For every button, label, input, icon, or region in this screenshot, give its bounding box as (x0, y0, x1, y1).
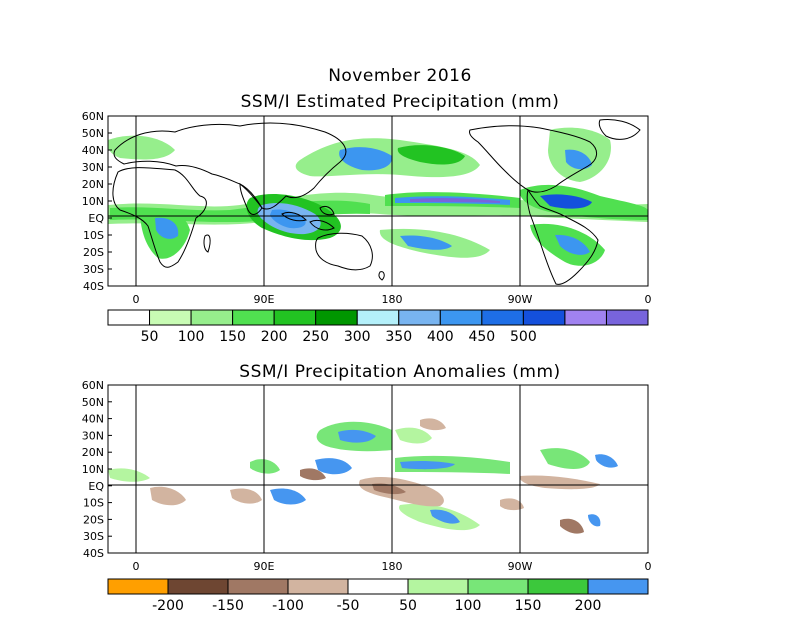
precip-lat-label: 60N (82, 110, 104, 123)
anomaly-colorbar-swatch (587, 578, 649, 595)
anomaly-lon-labels: 0 90E 180 90W 0 (133, 560, 652, 573)
anomaly-lat-label: 40N (82, 413, 104, 426)
precip-lat-label: 10N (82, 195, 104, 208)
precip-colorbar-label: 400 (427, 329, 454, 345)
precip-colorbar-swatch (190, 309, 234, 326)
anomaly-colorbar (107, 578, 649, 595)
anomaly-colorbar-swatch (347, 578, 409, 595)
precip-colorbar-swatch (522, 309, 566, 326)
anomaly-colorbar-label: -150 (212, 598, 244, 614)
precip-colorbar-swatch (273, 309, 317, 326)
precip-colorbar-label: 200 (261, 329, 288, 345)
anomaly-colorbar-label: -200 (152, 598, 184, 614)
precip-colorbar-swatch (564, 309, 607, 326)
precip-colorbar-swatch (315, 309, 358, 326)
precip-colorbar-swatch (605, 309, 649, 326)
precip-colorbar (107, 309, 649, 326)
anomaly-colorbar-label: 150 (515, 598, 542, 614)
anomaly-lon-label: 90E (254, 560, 275, 573)
anomaly-lat-label: 40S (83, 547, 104, 560)
anomaly-colorbar-label: 100 (455, 598, 482, 614)
precip-lon-label: 0 (133, 293, 140, 306)
anomaly-lat-label: EQ (88, 480, 104, 493)
anomaly-colorbar-swatch (527, 578, 589, 595)
anomaly-lat-label: 60N (82, 379, 104, 392)
precip-colorbar-labels: 50 100 150 200 250 300 350 400 450 500 (141, 329, 537, 345)
precip-colorbar-swatch (356, 309, 400, 326)
anomaly-lat-label: 30N (82, 429, 104, 442)
anomaly-lat-label: 10S (83, 497, 104, 510)
precip-lat-label: EQ (88, 212, 104, 225)
precip-colorbar-swatch (398, 309, 441, 326)
precip-lat-label: 50N (82, 127, 104, 140)
precip-lat-label: 20S (83, 246, 104, 259)
precip-map: 60N 50N 40N 30N 20N 10N EQ 10S 20S 30S 40S 0 90E 180… (82, 110, 652, 306)
anomaly-colorbar-swatch (227, 578, 289, 595)
precip-colorbar-label: 250 (302, 329, 329, 345)
precip-lon-labels: 0 90E 180 90W 0 (133, 293, 652, 306)
precip-lon-label: 0 (645, 293, 652, 306)
anomaly-colorbar-swatch (287, 578, 349, 595)
precip-lon-label: 90W (508, 293, 533, 306)
anomaly-lat-label: 20N (82, 446, 104, 459)
precip-colorbar-label: 500 (510, 329, 537, 345)
anomaly-colorbar-label: -50 (337, 598, 360, 614)
precip-colorbar-label: 300 (344, 329, 371, 345)
precip-lat-label: 40S (83, 280, 104, 293)
precip-lat-label: 30N (82, 161, 104, 174)
precip-map-title: SSM/I Estimated Precipitation (mm) (240, 92, 560, 112)
precip-lon-label: 180 (382, 293, 403, 306)
precip-fields (108, 127, 648, 266)
precip-lat-label: 40N (82, 144, 104, 157)
anomaly-lat-label: 30S (83, 530, 104, 543)
anomaly-lon-label: 90W (508, 560, 533, 573)
precip-colorbar-label: 100 (178, 329, 205, 345)
precip-lat-label: 20N (82, 178, 104, 191)
anomaly-colorbar-swatch (467, 578, 529, 595)
figure-title: November 2016 (328, 66, 472, 86)
precip-lat-label: 10S (83, 229, 104, 242)
anomaly-colorbar-labels: -200 -150 -100 -50 50 100 150 200 (152, 598, 601, 614)
precip-coastlines (112, 119, 641, 285)
anomaly-lat-label: 10N (82, 463, 104, 476)
anomaly-map: 60N 50N 40N 30N 20N 10N EQ 10S 20S 30S 40S 0 90E 180… (82, 379, 652, 573)
anomaly-lat-label: 50N (82, 396, 104, 409)
anomaly-colorbar-swatch (407, 578, 469, 595)
anomaly-colorbar-swatch (167, 578, 229, 595)
precip-colorbar-swatch (232, 309, 275, 326)
precip-colorbar-swatch (439, 309, 483, 326)
anomaly-colorbar-swatch (107, 578, 169, 595)
precip-lon-label: 90E (254, 293, 275, 306)
precip-colorbar-label: 50 (141, 329, 159, 345)
anomaly-colorbar-label: 50 (399, 598, 417, 614)
anomaly-fields (108, 418, 618, 534)
anomaly-lon-label: 180 (382, 560, 403, 573)
precip-colorbar-swatch (107, 309, 151, 326)
precip-colorbar-swatch (149, 309, 192, 326)
anomaly-lat-labels: 60N 50N 40N 30N 20N 10N EQ 10S 20S 30S 40S (82, 379, 112, 560)
anomaly-lat-label: 20S (83, 513, 104, 526)
anomaly-lon-label: 0 (645, 560, 652, 573)
precip-colorbar-swatch (481, 309, 524, 326)
precip-lat-label: 30S (83, 263, 104, 276)
anomaly-map-background (108, 385, 648, 553)
anomaly-lon-label: 0 (133, 560, 140, 573)
anomaly-colorbar-label: 200 (575, 598, 602, 614)
precip-colorbar-label: 350 (385, 329, 412, 345)
anomaly-colorbar-label: -100 (272, 598, 304, 614)
precip-colorbar-label: 450 (468, 329, 495, 345)
precip-lat-labels: 60N 50N 40N 30N 20N 10N EQ 10S 20S 30S 40S (82, 110, 112, 293)
anomaly-map-title: SSM/I Precipitation Anomalies (mm) (239, 362, 561, 382)
precip-colorbar-label: 150 (219, 329, 246, 345)
